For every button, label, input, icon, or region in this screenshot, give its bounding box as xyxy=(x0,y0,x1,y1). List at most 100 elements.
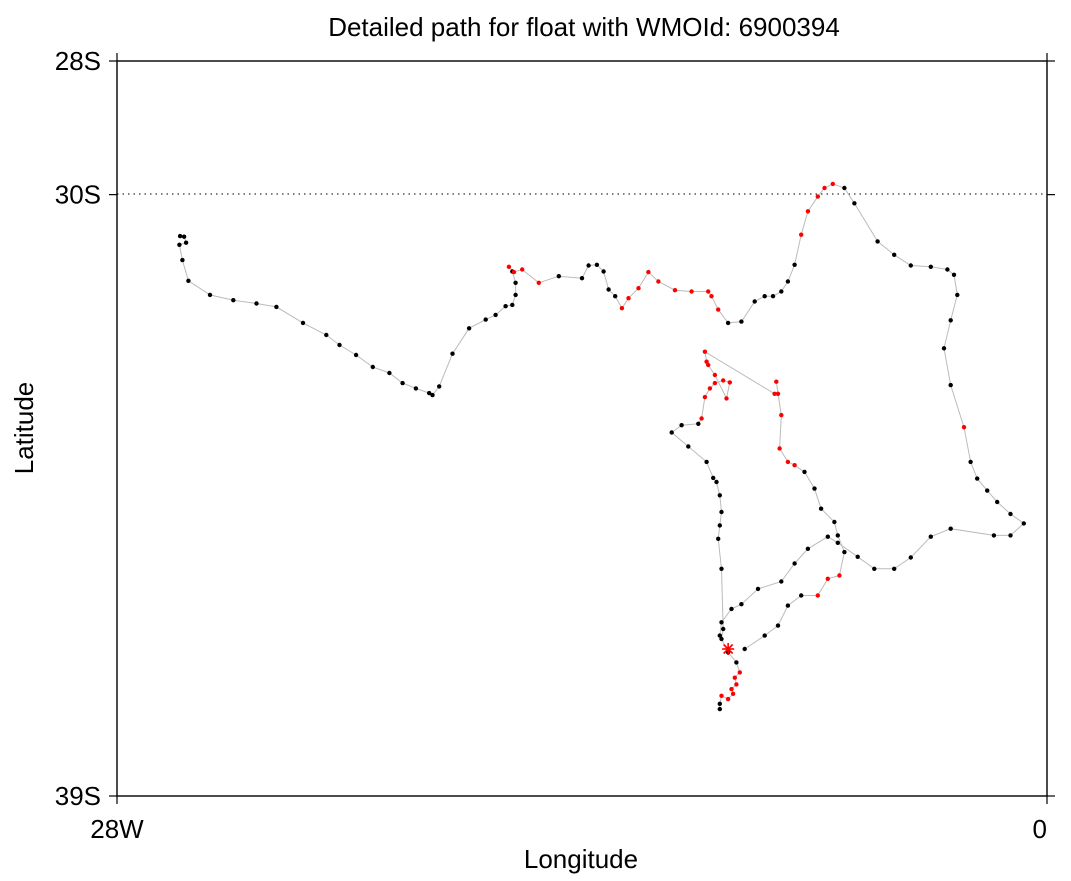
profile-point xyxy=(400,380,405,386)
profile-point xyxy=(717,633,722,638)
profile-point xyxy=(717,493,722,498)
profile-point xyxy=(714,479,719,485)
flagged-profile-point xyxy=(646,269,651,275)
profile-point xyxy=(513,292,518,298)
profile-point xyxy=(812,486,817,491)
flagged-profile-point xyxy=(536,280,541,285)
profile-point xyxy=(948,526,953,531)
flagged-profile-point xyxy=(636,286,641,291)
profile-point xyxy=(805,546,811,551)
profile-point xyxy=(928,534,933,539)
flagged-profile-point xyxy=(699,416,704,421)
profile-point xyxy=(1008,533,1013,538)
profile-point xyxy=(872,566,877,571)
profile-point xyxy=(586,263,591,268)
profile-point xyxy=(892,566,897,571)
flagged-profile-point xyxy=(772,391,777,396)
profile-point xyxy=(752,299,757,304)
flagged-profile-point xyxy=(734,682,739,687)
flagged-profile-point xyxy=(799,232,804,237)
profile-point xyxy=(717,706,722,712)
profile-point xyxy=(832,519,837,525)
profile-point xyxy=(948,318,953,323)
flagged-profile-point xyxy=(727,380,732,385)
profile-point xyxy=(792,561,797,566)
profile-point xyxy=(842,549,847,555)
profile-point xyxy=(835,540,840,545)
profile-point xyxy=(613,294,618,299)
flagged-profile-point xyxy=(825,576,830,581)
profile-point xyxy=(955,292,960,298)
profile-point xyxy=(370,364,375,370)
profile-point xyxy=(450,351,455,356)
profile-point xyxy=(180,257,185,263)
profile-point xyxy=(177,233,183,239)
profile-point xyxy=(601,269,606,274)
axis-ticks xyxy=(109,53,1055,804)
flagged-profile-point xyxy=(712,380,718,386)
flagged-profile-point xyxy=(716,307,721,312)
profile-point xyxy=(177,242,182,247)
profile-point xyxy=(207,292,213,298)
flagged-profile-point xyxy=(511,269,517,275)
profile-point xyxy=(785,603,791,608)
profile-point xyxy=(725,320,731,326)
profile-point xyxy=(945,267,950,272)
profile-point xyxy=(941,346,947,351)
flagged-profile-point xyxy=(704,359,709,364)
flagged-profile-point xyxy=(730,691,736,696)
profile-point xyxy=(353,352,359,358)
flagged-profile-point xyxy=(775,391,781,396)
track-points xyxy=(177,181,1026,712)
flagged-profile-point xyxy=(815,194,820,199)
profile-point xyxy=(717,523,722,528)
flagged-profile-point xyxy=(689,289,694,294)
profile-point xyxy=(337,342,342,348)
profile-point xyxy=(510,302,515,308)
profile-point xyxy=(324,332,329,338)
profile-point xyxy=(908,263,913,268)
profile-point xyxy=(437,384,442,389)
profile-point xyxy=(948,382,953,388)
flagged-profile-point xyxy=(724,396,729,401)
profile-point xyxy=(181,234,187,239)
profile-point xyxy=(696,421,701,426)
profile-point xyxy=(579,276,585,281)
profile-point xyxy=(594,262,600,267)
profile-point xyxy=(719,620,724,625)
profile-point xyxy=(493,312,498,318)
flagged-profile-point xyxy=(725,696,731,702)
flagged-profile-point xyxy=(702,349,708,354)
profile-point xyxy=(792,262,797,267)
flagged-profile-point xyxy=(961,425,967,430)
chart-title: Detailed path for float with WMOId: 6900… xyxy=(328,12,840,42)
profile-point xyxy=(466,326,472,331)
profile-point xyxy=(721,626,726,632)
flagged-profile-point xyxy=(656,279,661,284)
flagged-profile-point xyxy=(709,294,714,299)
profile-point xyxy=(483,317,488,322)
flagged-profile-point xyxy=(777,446,782,451)
profile-point xyxy=(875,239,880,244)
flagged-profile-point xyxy=(712,372,718,378)
y-tick-label: 28S xyxy=(55,46,101,76)
profile-point xyxy=(719,566,724,571)
y-tick-label: 39S xyxy=(55,781,101,811)
profile-point xyxy=(799,593,804,598)
profile-point xyxy=(785,279,791,284)
profile-point xyxy=(717,701,722,706)
profile-point xyxy=(742,646,747,652)
profile-point xyxy=(818,506,824,511)
profile-point xyxy=(274,304,279,310)
profile-point xyxy=(825,534,830,539)
profile-point xyxy=(254,301,259,306)
flagged-profile-point xyxy=(774,379,779,384)
profile-point xyxy=(968,459,973,465)
profile-point xyxy=(300,320,306,326)
profile-point xyxy=(755,586,761,592)
x-tick-label: 28W xyxy=(90,814,144,844)
profile-point xyxy=(991,533,997,538)
